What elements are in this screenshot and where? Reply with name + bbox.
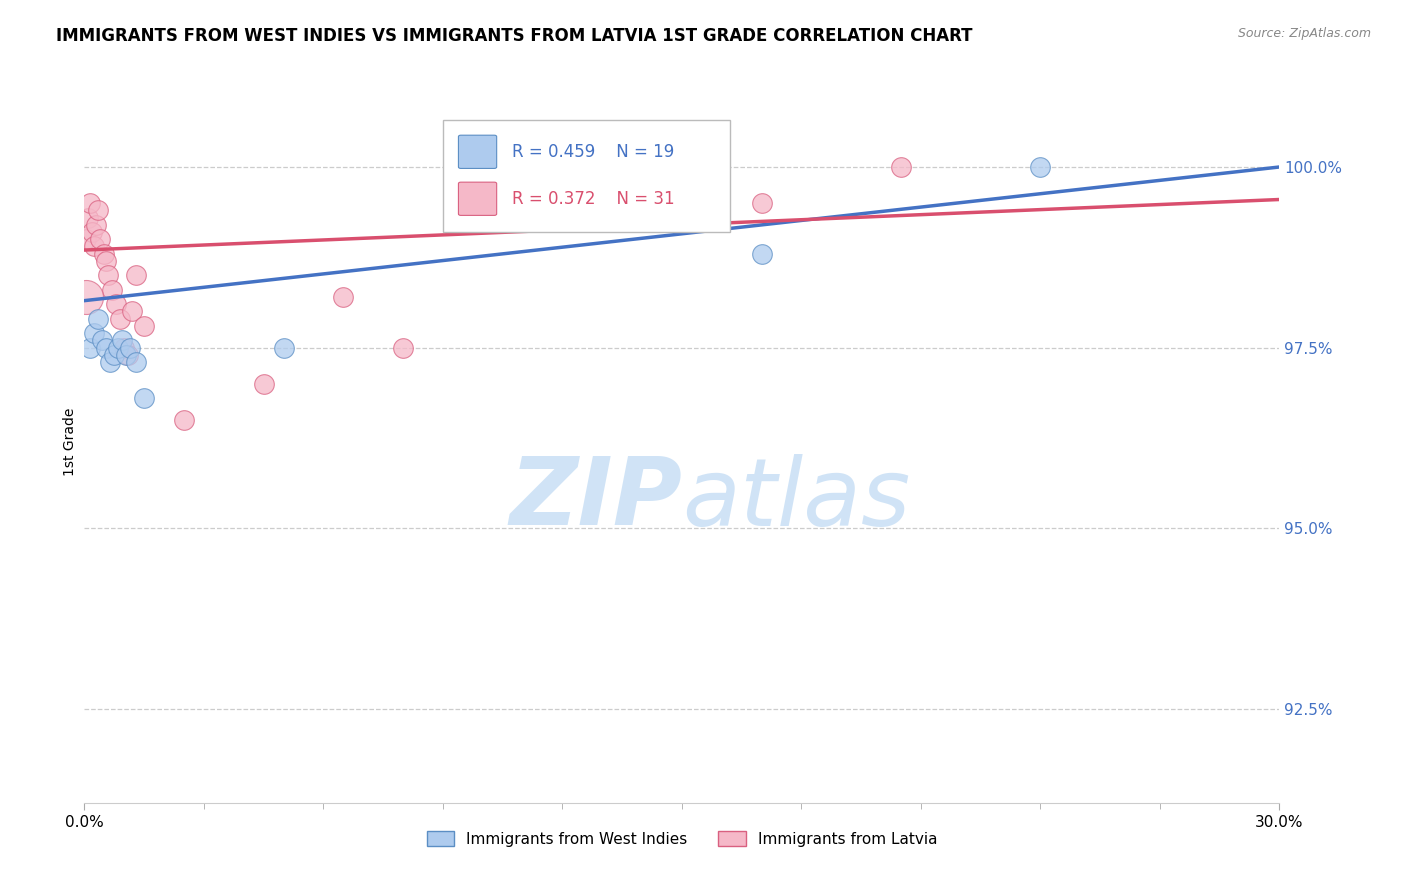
- Point: [132, 318, 156, 333]
- Point: [392, 341, 415, 355]
- Point: [112, 341, 135, 355]
- FancyBboxPatch shape: [458, 182, 496, 215]
- Point: [103, 348, 125, 362]
- Point: [97, 268, 120, 283]
- Point: [1029, 160, 1052, 174]
- Point: [107, 341, 129, 355]
- Point: [121, 304, 143, 318]
- Point: [82, 225, 104, 239]
- Point: [110, 311, 132, 326]
- Point: [332, 290, 354, 304]
- Point: [120, 341, 142, 355]
- Y-axis label: 1st Grade: 1st Grade: [63, 408, 77, 475]
- Point: [612, 182, 634, 196]
- Point: [98, 355, 121, 369]
- Point: [751, 196, 773, 211]
- Point: [125, 355, 148, 369]
- Point: [111, 334, 134, 348]
- Point: [75, 232, 97, 246]
- Legend: Immigrants from West Indies, Immigrants from Latvia: Immigrants from West Indies, Immigrants …: [420, 825, 943, 853]
- Point: [253, 376, 276, 391]
- Text: ZIP: ZIP: [509, 453, 682, 545]
- Text: atlas: atlas: [682, 454, 910, 545]
- Point: [83, 326, 105, 341]
- Point: [77, 211, 100, 225]
- Point: [890, 160, 912, 174]
- Point: [93, 246, 115, 260]
- Point: [79, 196, 101, 211]
- Point: [492, 196, 515, 211]
- Point: [75, 290, 97, 304]
- Point: [751, 246, 773, 260]
- Text: Source: ZipAtlas.com: Source: ZipAtlas.com: [1237, 27, 1371, 40]
- Point: [96, 341, 118, 355]
- Point: [83, 239, 105, 253]
- FancyBboxPatch shape: [443, 120, 730, 232]
- Point: [79, 341, 101, 355]
- Point: [91, 334, 114, 348]
- Point: [87, 311, 110, 326]
- Point: [101, 283, 124, 297]
- Point: [87, 203, 110, 218]
- Point: [117, 348, 139, 362]
- Point: [173, 413, 195, 427]
- Text: IMMIGRANTS FROM WEST INDIES VS IMMIGRANTS FROM LATVIA 1ST GRADE CORRELATION CHAR: IMMIGRANTS FROM WEST INDIES VS IMMIGRANT…: [56, 27, 973, 45]
- Point: [115, 348, 138, 362]
- Point: [96, 254, 118, 268]
- Point: [105, 297, 128, 311]
- Point: [132, 391, 156, 405]
- Point: [273, 341, 295, 355]
- Point: [125, 268, 148, 283]
- Point: [86, 218, 108, 232]
- Text: R = 0.372    N = 31: R = 0.372 N = 31: [512, 190, 675, 208]
- Text: R = 0.459    N = 19: R = 0.459 N = 19: [512, 143, 675, 161]
- Point: [89, 232, 111, 246]
- FancyBboxPatch shape: [458, 136, 496, 169]
